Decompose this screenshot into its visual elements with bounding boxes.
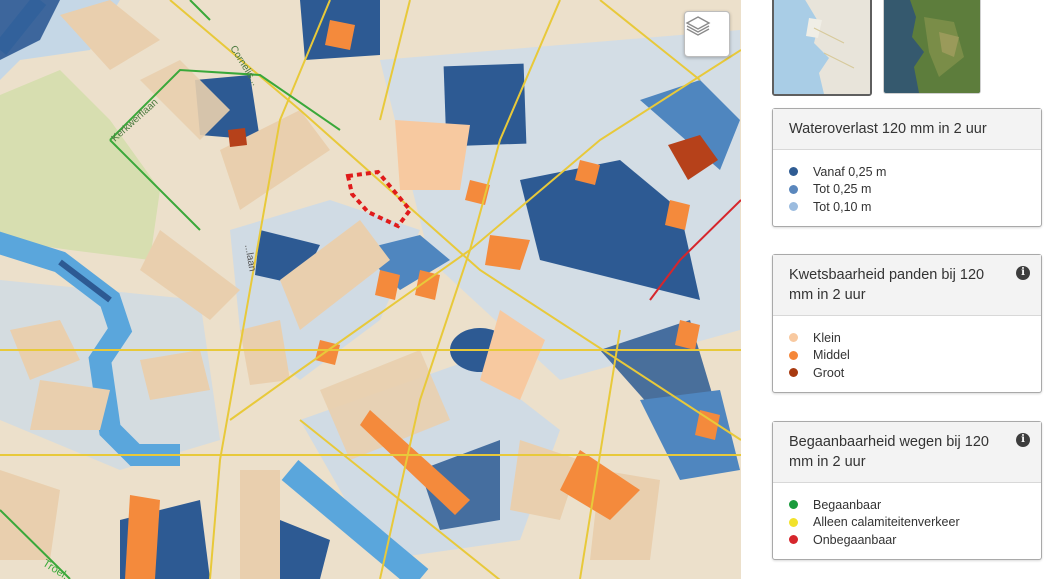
legend-label: Tot 0,10 m	[813, 199, 872, 214]
legend-label: Groot	[813, 365, 845, 380]
legend-dot	[789, 535, 798, 545]
legend-item: Tot 0,25 m	[789, 181, 1025, 199]
legend-label: Klein	[813, 330, 841, 345]
legend-wateroverlast-title: Wateroverlast 120 mm in 2 uur	[773, 109, 1041, 150]
basemap-thumbnail-satellite[interactable]	[883, 0, 981, 94]
legend-item: Begaanbaar	[789, 496, 1025, 514]
basemap-topo-image	[774, 0, 870, 94]
legend-dot	[789, 167, 798, 177]
legend-label: Tot 0,25 m	[813, 182, 872, 197]
legend-label: Vanaf 0,25 m	[813, 164, 887, 179]
legend-label: Begaanbaar	[813, 497, 882, 512]
sidebar: Wateroverlast 120 mm in 2 uur Vanaf 0,25…	[741, 0, 1049, 579]
legend-begaanbaarheid-title: Begaanbaarheid wegen bij 120 mm in 2 uur	[789, 434, 989, 470]
legend-item: Groot	[789, 364, 1025, 382]
selected-area	[345, 169, 413, 229]
map-canvas: Kerkwerflaan Cornelis... ...laan Troel..…	[0, 0, 741, 579]
legend-dot	[789, 350, 798, 360]
legend-item: Middel	[789, 347, 1025, 365]
flood-map[interactable]: Kerkwerflaan Cornelis... ...laan Troel..…	[0, 0, 741, 579]
legend-item: Tot 0,10 m	[789, 198, 1025, 216]
legend-item: Alleen calamiteitenverkeer	[789, 514, 1025, 532]
layers-icon	[685, 16, 711, 36]
roads-yellow	[0, 0, 741, 579]
legend-dot	[789, 202, 798, 212]
legend-kwetsbaarheid: Kwetsbaarheid panden bij 120 mm in 2 uur…	[772, 254, 1042, 393]
basemap-satellite-image	[884, 0, 980, 93]
legend-begaanbaarheid: Begaanbaarheid wegen bij 120 mm in 2 uur…	[772, 421, 1042, 560]
legend-item: Klein	[789, 329, 1025, 347]
legend-kwetsbaarheid-title: Kwetsbaarheid panden bij 120 mm in 2 uur	[789, 267, 985, 303]
legend-item: Vanaf 0,25 m	[789, 163, 1025, 181]
legend-dot	[789, 184, 798, 194]
roads-green	[0, 0, 341, 579]
park-area	[0, 70, 160, 260]
info-icon[interactable]: i	[1016, 266, 1030, 280]
legend-dot	[789, 368, 798, 378]
legend-dot	[789, 500, 798, 510]
legend-label: Middel	[813, 348, 850, 363]
legend-dot	[789, 517, 798, 527]
info-icon[interactable]: i	[1016, 433, 1030, 447]
legend-wateroverlast: Wateroverlast 120 mm in 2 uur Vanaf 0,25…	[772, 108, 1042, 227]
legend-label: Onbegaanbaar	[813, 532, 897, 547]
legend-dot	[789, 333, 798, 343]
street-label-3: ...laan	[242, 244, 258, 273]
layer-switcher-button[interactable]	[684, 11, 730, 57]
basemap-thumbnail-topo[interactable]	[772, 0, 872, 96]
legend-label: Alleen calamiteitenverkeer	[813, 515, 960, 530]
legend-item: Onbegaanbaar	[789, 531, 1025, 549]
